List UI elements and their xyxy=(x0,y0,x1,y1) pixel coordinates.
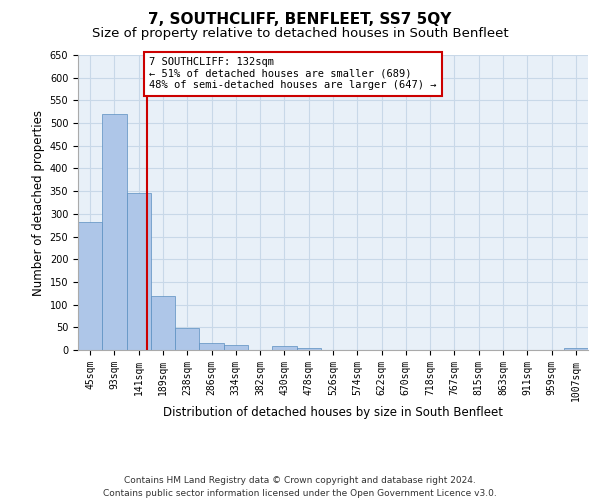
Text: 7 SOUTHCLIFF: 132sqm
← 51% of detached houses are smaller (689)
48% of semi-deta: 7 SOUTHCLIFF: 132sqm ← 51% of detached h… xyxy=(149,58,437,90)
Text: Contains HM Land Registry data © Crown copyright and database right 2024.
Contai: Contains HM Land Registry data © Crown c… xyxy=(103,476,497,498)
Bar xyxy=(199,342,224,350)
Bar xyxy=(102,114,127,350)
Bar xyxy=(224,346,248,350)
Bar xyxy=(272,346,296,350)
Y-axis label: Number of detached properties: Number of detached properties xyxy=(32,110,46,296)
Text: Size of property relative to detached houses in South Benfleet: Size of property relative to detached ho… xyxy=(92,28,508,40)
X-axis label: Distribution of detached houses by size in South Benfleet: Distribution of detached houses by size … xyxy=(163,406,503,420)
Bar xyxy=(78,222,102,350)
Bar xyxy=(127,192,151,350)
Bar xyxy=(175,328,199,350)
Bar xyxy=(564,348,588,350)
Bar xyxy=(296,348,321,350)
Text: 7, SOUTHCLIFF, BENFLEET, SS7 5QY: 7, SOUTHCLIFF, BENFLEET, SS7 5QY xyxy=(148,12,452,28)
Bar xyxy=(151,296,175,350)
